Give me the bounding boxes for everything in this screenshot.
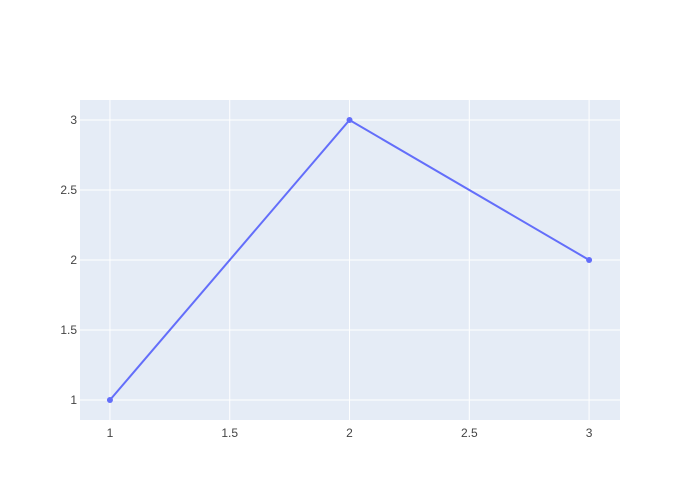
x-tick-label: 2.5: [461, 426, 478, 440]
y-tick-label: 2: [70, 253, 77, 267]
x-tick-label: 3: [586, 426, 593, 440]
x-tick-label: 2: [346, 426, 353, 440]
x-tick-label: 1: [107, 426, 114, 440]
x-tick-label: 1.5: [221, 426, 238, 440]
y-tick-label: 1.5: [60, 323, 77, 337]
y-axis-ticks: 1 1.5 2 2.5 3: [60, 113, 77, 407]
y-tick-label: 3: [70, 113, 77, 127]
y-tick-label: 1: [70, 393, 77, 407]
data-point[interactable]: [346, 117, 353, 124]
y-tick-label: 2.5: [60, 183, 77, 197]
series-trace: [106, 117, 593, 403]
x-axis-ticks: 1 1.5 2 2.5 3: [107, 426, 593, 440]
data-point[interactable]: [586, 257, 593, 263]
data-point[interactable]: [106, 396, 113, 403]
